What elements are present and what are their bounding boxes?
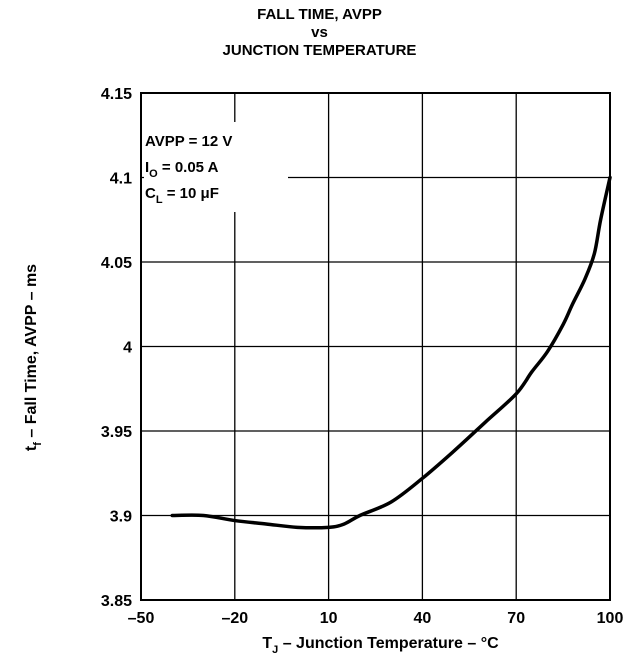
- annotations: AVPP = 12 V IO = 0.05 A CL = 10 μF: [145, 133, 232, 206]
- y-tick-label: 3.85: [101, 593, 132, 610]
- annotation-line-3: CL = 10 μF: [145, 185, 219, 206]
- y-tick-label: 4.05: [101, 255, 132, 272]
- y-tick-label: 3.95: [101, 424, 132, 441]
- x-axis-label: TJ – Junction Temperature – °C: [262, 635, 499, 656]
- x-tick-label: 100: [597, 610, 624, 627]
- annotation-line-2: IO = 0.05 A: [145, 159, 219, 180]
- annotation-line-1: AVPP = 12 V: [145, 133, 232, 150]
- plot-frame: [140, 92, 611, 601]
- x-tick-label: 10: [320, 610, 338, 627]
- series-line: [170, 175, 612, 530]
- y-tick-labels: 4.15 4.1 4.05 4 3.95 3.9 3.85: [101, 86, 132, 610]
- annotation-box: [144, 122, 288, 212]
- y-tick-label: 4: [123, 340, 132, 357]
- x-tick-label: 40: [414, 610, 432, 627]
- title-line-3: JUNCTION TEMPERATURE: [223, 42, 417, 59]
- x-tick-label: –50: [128, 610, 155, 627]
- y-axis-label: tf – Fall Time, AVPP – ms: [23, 264, 44, 451]
- y-tick-label: 3.9: [110, 509, 132, 526]
- x-tick-label: –20: [221, 610, 248, 627]
- y-tick-label: 4.1: [110, 171, 132, 188]
- title-line-2: vs: [311, 24, 328, 41]
- x-tick-labels: –50 –20 10 40 70 100: [128, 610, 624, 627]
- y-tick-label: 4.15: [101, 86, 132, 103]
- x-tick-label: 70: [507, 610, 525, 627]
- title-line-1: FALL TIME, AVPP: [257, 6, 382, 23]
